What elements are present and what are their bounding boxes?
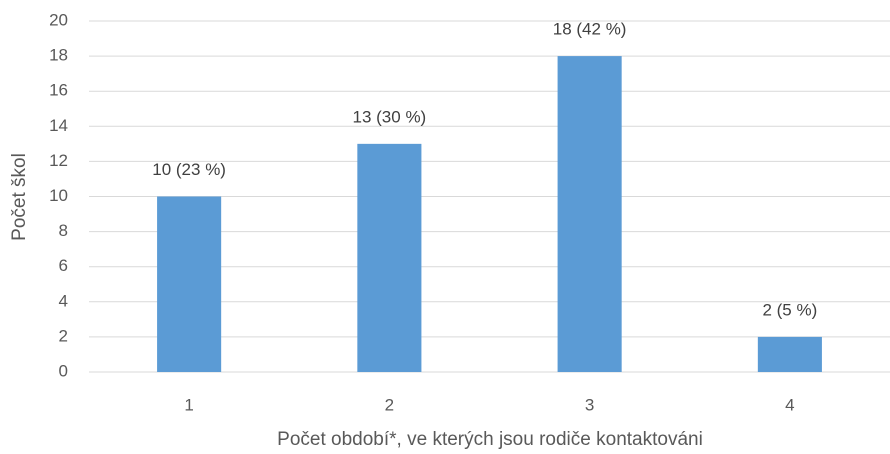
y-tick-label: 4 bbox=[59, 291, 68, 310]
data-label: 18 (42 %) bbox=[553, 20, 627, 39]
data-label: 2 (5 %) bbox=[762, 300, 817, 319]
bar bbox=[557, 56, 622, 372]
bar bbox=[757, 336, 822, 372]
x-tick-label: 3 bbox=[585, 395, 594, 414]
y-tick-label: 6 bbox=[59, 256, 68, 275]
bar bbox=[157, 196, 222, 372]
y-tick-label: 16 bbox=[49, 81, 68, 100]
x-axis-label: Počet období*, ve kterých jsou rodiče ko… bbox=[277, 429, 703, 450]
y-tick-label: 14 bbox=[49, 116, 68, 135]
y-tick-label: 12 bbox=[49, 151, 68, 170]
data-label: 13 (30 %) bbox=[353, 107, 427, 126]
x-tick-label: 2 bbox=[385, 395, 394, 414]
y-tick-label: 20 bbox=[49, 10, 68, 29]
bar bbox=[357, 143, 422, 372]
y-tick-label: 10 bbox=[49, 186, 68, 205]
y-axis-label: Počet škol bbox=[9, 153, 30, 241]
y-tick-label: 8 bbox=[59, 221, 68, 240]
y-tick-label: 2 bbox=[59, 326, 68, 345]
y-tick-label: 18 bbox=[49, 46, 68, 65]
x-tick-label: 4 bbox=[785, 395, 794, 414]
x-tick-label: 1 bbox=[184, 395, 193, 414]
y-tick-label: 0 bbox=[59, 361, 68, 380]
data-label: 10 (23 %) bbox=[152, 160, 226, 179]
